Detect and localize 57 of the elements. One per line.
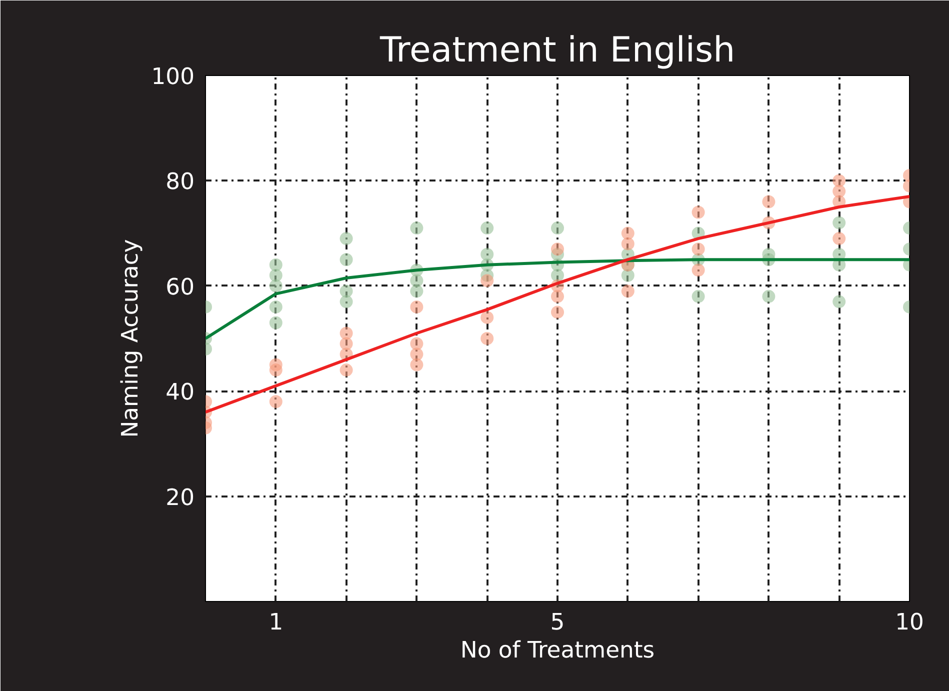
- point: [621, 226, 634, 240]
- point: [269, 395, 282, 408]
- point: [410, 348, 424, 361]
- point: [480, 310, 494, 324]
- point: [832, 216, 846, 230]
- point: [340, 232, 353, 246]
- point: [269, 300, 282, 314]
- point: [269, 279, 282, 292]
- point: [832, 184, 846, 198]
- x-tick-label: 10: [895, 610, 924, 636]
- point: [621, 237, 634, 250]
- x-axis-title: No of Treatments: [460, 638, 655, 664]
- point: [762, 290, 776, 303]
- point: [480, 222, 494, 235]
- point: [410, 337, 424, 350]
- y-axis-title: Naming Accuracy: [117, 239, 144, 438]
- x-tick-label: 1: [268, 610, 284, 636]
- point: [410, 284, 424, 298]
- point: [269, 364, 282, 377]
- point: [410, 222, 424, 235]
- point: [692, 264, 705, 277]
- point: [269, 258, 282, 272]
- point: [621, 284, 634, 298]
- y-tick-label: 60: [166, 274, 195, 300]
- point: [269, 316, 282, 330]
- point: [340, 284, 353, 298]
- point: [551, 306, 564, 319]
- y-tick-label: 40: [166, 380, 195, 406]
- point: [621, 268, 634, 282]
- point: [480, 248, 494, 261]
- y-tick-label: 20: [166, 484, 195, 511]
- point: [551, 268, 564, 282]
- point: [480, 274, 494, 288]
- x-tick-label: 5: [550, 610, 565, 636]
- point: [832, 232, 846, 246]
- point: [340, 337, 353, 350]
- point: [551, 222, 564, 235]
- point: [762, 195, 776, 208]
- point: [551, 242, 564, 256]
- point: [832, 295, 846, 308]
- point: [692, 290, 705, 303]
- y-tick-label: 80: [166, 169, 195, 196]
- point: [340, 326, 353, 340]
- point: [410, 358, 424, 372]
- point: [410, 274, 424, 288]
- point: [692, 242, 705, 256]
- point: [832, 174, 846, 188]
- point: [692, 206, 705, 219]
- chart-title: Treatment in English: [378, 30, 736, 70]
- y-tick-label: 100: [151, 64, 195, 90]
- point: [551, 290, 564, 303]
- point: [340, 295, 353, 308]
- point: [269, 268, 282, 282]
- point: [480, 332, 494, 345]
- point: [340, 364, 353, 377]
- point: [410, 300, 424, 314]
- point: [340, 253, 353, 266]
